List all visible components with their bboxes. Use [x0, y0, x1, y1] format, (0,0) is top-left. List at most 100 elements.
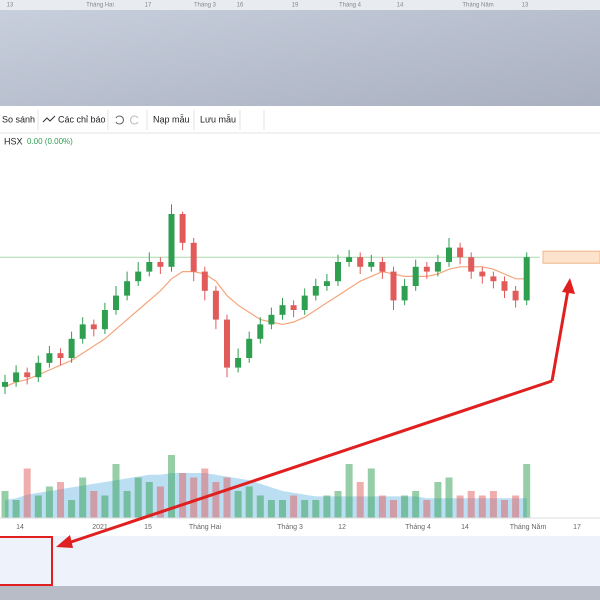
top-axis-strip [0, 0, 600, 10]
x-axis-label: Tháng Hai [189, 524, 222, 531]
x-axis-label: 15 [144, 524, 152, 531]
volume-bar [456, 495, 464, 518]
volume-bar [423, 500, 431, 518]
top-axis-label: 16 [237, 3, 244, 9]
compare-button[interactable]: So sánh [2, 114, 35, 124]
candle-body [412, 266, 419, 286]
volume-bar [378, 495, 386, 518]
candle-body [301, 295, 308, 310]
volume-bar [390, 500, 397, 518]
volume-bar [489, 491, 497, 518]
candle-body [168, 214, 175, 267]
volume-bar [123, 491, 131, 518]
volume-bar [434, 482, 442, 518]
volume-bar [112, 464, 120, 518]
candle-body [290, 305, 297, 310]
volume-bar [212, 482, 220, 518]
volume-bar [467, 491, 475, 518]
x-axis-label: 12 [338, 524, 346, 531]
background-window [0, 0, 600, 106]
volume-bar [267, 500, 275, 518]
candle-body [379, 262, 386, 272]
volume-bar [356, 482, 364, 518]
top-axis-label: 14 [397, 3, 404, 9]
volume-bar [412, 491, 420, 518]
volume-bar [345, 464, 353, 518]
candle-body [57, 353, 64, 358]
exchange: HSX [4, 136, 23, 146]
candle-body [434, 262, 441, 272]
candle-body [490, 276, 497, 282]
candle-body [468, 257, 475, 272]
candle-body [135, 271, 142, 282]
candle-body [146, 262, 153, 272]
top-axis-label: Tháng Năm [462, 3, 493, 9]
arrow-head [56, 535, 73, 548]
volume-bar [501, 500, 508, 518]
volume-bar [101, 495, 109, 518]
candle-body [257, 324, 264, 339]
volume-bar [401, 495, 409, 518]
volume-bar [90, 491, 98, 518]
candle-body [201, 271, 208, 291]
top-axis-label: 13 [522, 3, 529, 9]
candle-body [446, 247, 452, 262]
candle-body [479, 271, 486, 277]
arrow-head [562, 278, 575, 294]
volume-bar [45, 486, 53, 518]
candle-body [235, 358, 242, 368]
top-axis-label: 13 [7, 3, 14, 9]
candle-body [323, 281, 330, 286]
chart-panel [0, 106, 600, 534]
candle-body [390, 271, 397, 301]
top-axis-label: Tháng 4 [339, 3, 362, 9]
annotation-arrow [550, 289, 570, 382]
volume-bar [312, 500, 320, 518]
candle-body [246, 338, 253, 358]
volume-bar [190, 477, 198, 518]
volume-bar [156, 486, 164, 518]
save-template[interactable]: Lưu mẫu [200, 114, 236, 124]
candle-body [346, 257, 353, 262]
candle-body [190, 242, 197, 272]
x-axis-label: Tháng Năm [510, 524, 547, 531]
indicators-button[interactable]: Các chỉ báo [58, 114, 106, 124]
top-axis-label: Tháng Hai [86, 3, 114, 9]
load-template[interactable]: Nạp mẫu [153, 114, 190, 124]
candle-body [179, 214, 186, 243]
undo-icon[interactable] [115, 115, 124, 125]
candle-body [46, 353, 53, 363]
candle-body [90, 324, 97, 330]
volume-bar [168, 455, 175, 518]
candle-body [279, 305, 286, 315]
x-axis-label: 2021 [92, 524, 108, 531]
candle-body [312, 286, 319, 296]
candle-body [113, 295, 119, 310]
volume-bar [445, 477, 453, 518]
candle-body [335, 262, 341, 282]
redo-icon[interactable] [130, 115, 139, 125]
candle-body [423, 266, 430, 272]
candle-body [124, 281, 131, 296]
x-axis-label: 14 [461, 524, 469, 531]
volume-bar [245, 486, 253, 518]
volume-bar [79, 477, 87, 518]
x-axis-label: 17 [573, 524, 581, 531]
volume-bar [301, 500, 309, 518]
x-axis-label: Tháng 3 [277, 524, 303, 531]
top-axis-label: 17 [145, 3, 152, 9]
candle-body [35, 362, 42, 378]
candle-body [101, 310, 108, 330]
candle-body [523, 257, 530, 301]
volume-bar [323, 495, 331, 518]
volume-bar [478, 495, 486, 518]
volume-bar [512, 495, 520, 518]
moving-average [4, 266, 527, 388]
volume-bar [523, 464, 531, 518]
price-tag [542, 250, 600, 264]
candle-body [2, 382, 8, 387]
price-change: 0.00 (0.00%) [27, 137, 73, 146]
top-axis-label: 19 [292, 3, 299, 9]
volume-bar [223, 477, 231, 518]
candle-body [357, 257, 364, 267]
